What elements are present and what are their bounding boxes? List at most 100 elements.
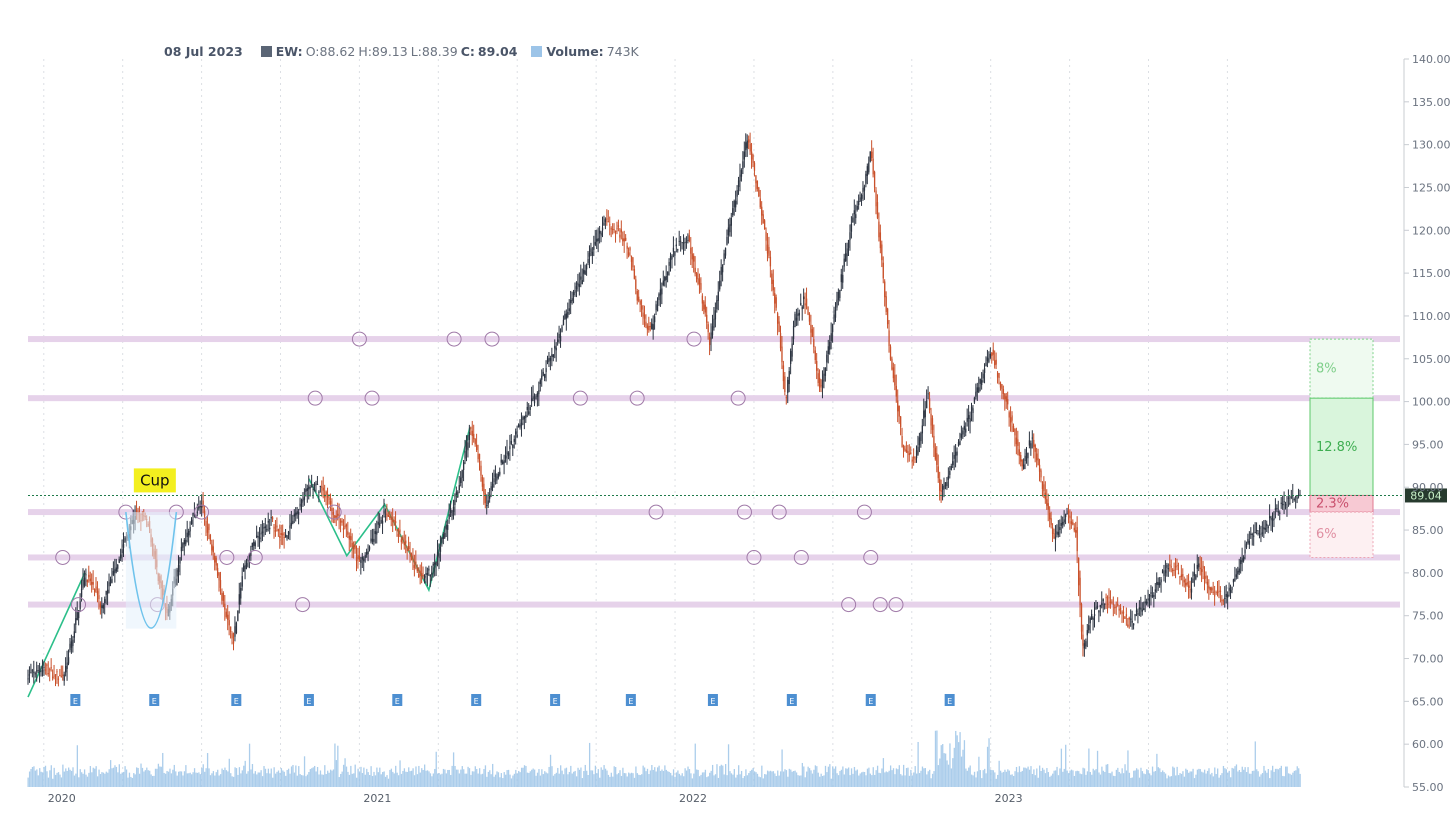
earnings-marker bbox=[149, 694, 160, 706]
candle-body bbox=[677, 249, 679, 251]
level-marker bbox=[730, 390, 746, 406]
candle-body bbox=[106, 589, 109, 594]
candle-body bbox=[742, 161, 744, 170]
volume-bar bbox=[370, 766, 372, 787]
candle-body bbox=[572, 292, 575, 296]
volume-bar bbox=[180, 771, 183, 787]
volume-bar bbox=[830, 778, 832, 787]
candle-body bbox=[895, 385, 897, 397]
volume-bar bbox=[350, 765, 352, 787]
candle-body bbox=[328, 497, 330, 501]
candle-body bbox=[366, 551, 368, 555]
candle-body bbox=[737, 180, 740, 188]
volume-bar bbox=[377, 772, 379, 787]
volume-bar bbox=[1089, 771, 1091, 787]
volume-bar bbox=[121, 772, 123, 787]
volume-bar bbox=[656, 767, 659, 787]
candle-body bbox=[423, 575, 426, 578]
volume-bar bbox=[688, 769, 691, 787]
candle-body bbox=[536, 393, 539, 397]
earnings-marker-label: E bbox=[474, 697, 479, 706]
candle-body bbox=[445, 524, 447, 530]
candle-body bbox=[196, 511, 199, 514]
candle-body bbox=[241, 576, 243, 587]
volume-bar bbox=[512, 775, 514, 787]
candle-body bbox=[1209, 587, 1211, 591]
volume-bar bbox=[131, 777, 133, 787]
candle-body bbox=[1250, 533, 1252, 535]
volume-bar bbox=[590, 770, 592, 787]
volume-bar bbox=[916, 773, 918, 787]
volume-bar bbox=[204, 771, 206, 787]
volume-bar bbox=[1203, 769, 1206, 787]
candle-body bbox=[897, 400, 899, 412]
volume-bar bbox=[664, 765, 666, 787]
volume-bar bbox=[1225, 769, 1227, 787]
candle-body bbox=[975, 391, 977, 397]
candle-body bbox=[626, 245, 628, 249]
candle-body bbox=[30, 672, 32, 674]
candle-body bbox=[970, 406, 973, 411]
candle-body bbox=[264, 526, 267, 528]
volume-bar bbox=[549, 754, 552, 787]
candle-body bbox=[376, 531, 378, 535]
candle-body bbox=[535, 396, 537, 400]
y-tick-label: 80.00 bbox=[1412, 567, 1444, 580]
volume-bar bbox=[905, 768, 908, 787]
volume-bar bbox=[1211, 772, 1213, 787]
candle-body bbox=[845, 253, 847, 262]
volume-bar bbox=[445, 773, 448, 787]
candle-body bbox=[545, 368, 547, 373]
volume-bar bbox=[575, 776, 578, 787]
volume-bar bbox=[311, 768, 313, 787]
candle-body bbox=[1047, 503, 1049, 510]
range-box bbox=[1309, 338, 1374, 399]
volume-bar bbox=[846, 768, 848, 787]
volume-bar bbox=[777, 770, 779, 787]
volume-bar bbox=[477, 773, 479, 787]
candle-body bbox=[814, 350, 816, 361]
volume-bar bbox=[396, 772, 398, 787]
volume-bar bbox=[1272, 765, 1274, 787]
candle-body bbox=[953, 454, 955, 459]
candle-body bbox=[345, 524, 348, 527]
volume-bar bbox=[225, 770, 228, 787]
volume-bar bbox=[104, 773, 106, 787]
volume-bar bbox=[1078, 771, 1080, 787]
volume-bar bbox=[931, 773, 934, 787]
candle-body bbox=[211, 544, 213, 551]
candle-body bbox=[804, 303, 806, 306]
candle-body bbox=[1247, 539, 1249, 544]
volume-bar bbox=[272, 777, 274, 787]
candle-body bbox=[318, 491, 320, 493]
volume-bar bbox=[1257, 771, 1259, 787]
volume-bar bbox=[1164, 773, 1167, 787]
volume-bar bbox=[839, 771, 841, 787]
candle-body bbox=[212, 546, 214, 553]
candle-body bbox=[1072, 522, 1074, 525]
candle-body bbox=[1261, 532, 1264, 534]
volume-bar bbox=[675, 772, 678, 787]
candle-body bbox=[561, 326, 563, 332]
candle-body bbox=[478, 453, 481, 460]
volume-bar bbox=[532, 768, 534, 787]
volume-bar bbox=[1092, 768, 1094, 787]
candle-body bbox=[251, 543, 254, 548]
candle-body bbox=[1007, 399, 1009, 405]
volume-bar bbox=[367, 772, 369, 787]
level-marker bbox=[629, 390, 645, 406]
candle-body bbox=[1092, 617, 1094, 620]
volume-bar bbox=[124, 766, 126, 787]
volume-bar bbox=[212, 771, 215, 787]
candle-body bbox=[603, 222, 605, 226]
candle-body bbox=[583, 269, 585, 274]
volume-bar bbox=[778, 775, 780, 787]
candle-body bbox=[235, 622, 238, 633]
candle-body bbox=[88, 574, 90, 578]
range-box-label: 2.3% bbox=[1316, 496, 1349, 511]
volume-bar bbox=[866, 768, 869, 787]
volume-bar bbox=[128, 772, 131, 787]
trend-line bbox=[27, 572, 86, 698]
volume-bar bbox=[1151, 766, 1154, 787]
candle-body bbox=[1241, 558, 1243, 563]
